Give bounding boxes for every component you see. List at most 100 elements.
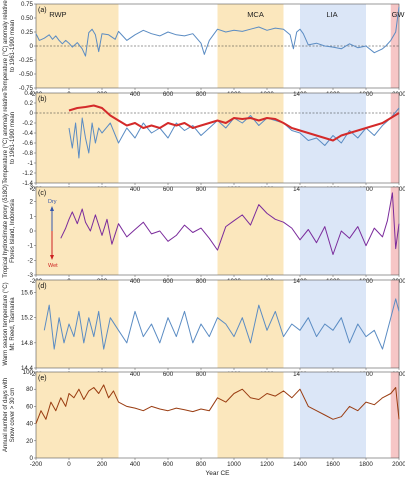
y-tick-label: -1.2 <box>22 170 33 177</box>
era-label-gw: GW <box>392 10 405 19</box>
series-line-brown <box>35 384 400 424</box>
x-tick-label: 400 <box>130 371 141 378</box>
period-band-mca <box>217 280 284 368</box>
x-tick-label: 400 <box>130 186 141 193</box>
x-tick-label: 0 <box>67 461 71 468</box>
dry-arrowhead <box>50 206 54 211</box>
panel-label: (e) <box>38 375 47 382</box>
x-tick-label: 800 <box>196 461 207 468</box>
y-tick-label: -0.75 <box>19 85 34 92</box>
y-axis-label: Annual number of days with Snow cover > 3… <box>3 378 16 452</box>
y-tick-label: 0.75 <box>21 1 34 8</box>
y-tick-label: 60 <box>26 403 33 410</box>
y-tick-label: -0.25 <box>19 57 34 64</box>
x-tick-label: 600 <box>163 461 174 468</box>
y-tick-label: 15.6 <box>21 290 34 297</box>
series-line-purple <box>60 192 400 255</box>
period-band-mca <box>217 187 284 275</box>
x-tick-label: 1800 <box>359 461 373 468</box>
y-tick-label: 100 <box>23 369 34 376</box>
y-tick-label: -0.4 <box>22 130 33 137</box>
dry-label: Dry <box>48 199 57 205</box>
period-band-lia <box>300 187 366 275</box>
y-axis-label-line1: Temperature (°C) anomaly relative <box>3 0 9 92</box>
x-tick-label: 600 <box>163 91 174 98</box>
x-tick-label: 1800 <box>359 186 373 193</box>
x-tick-label: 1000 <box>227 461 241 468</box>
y-tick-label: 1 <box>30 213 34 220</box>
y-tick-label: -2 <box>27 257 33 264</box>
y-tick-label: -1 <box>27 243 33 250</box>
panel-frame <box>35 92 400 184</box>
y-axis-label: Warm season temperature (°C) Mt. Reed, Ta… <box>3 282 16 365</box>
x-tick-label: 600 <box>163 371 174 378</box>
period-band-mca <box>217 372 284 458</box>
x-tick-label: 800 <box>196 186 207 193</box>
x-tick-label: 1600 <box>326 461 340 468</box>
y-axis-label-line1: Warm season temperature (°C) <box>3 282 9 365</box>
y-tick-label: 0.25 <box>21 29 34 36</box>
panel-label: (c) <box>38 190 46 197</box>
period-band-gw <box>390 280 399 368</box>
y-axis-label-line2: to 1961-1990 mean <box>10 112 16 164</box>
x-tick-label: 1800 <box>359 371 373 378</box>
period-band-rwp <box>36 187 119 275</box>
era-label-rwp: RWP <box>49 10 66 19</box>
y-axis-label-line1: Annual number of days with <box>3 378 9 452</box>
x-axis-label: Year CE <box>206 470 231 477</box>
y-tick-label: 0 <box>30 43 34 50</box>
panel-frame <box>35 279 400 369</box>
y-tick-label: -1.4 <box>22 180 33 187</box>
x-tick-label: 600 <box>163 278 174 285</box>
x-tick-label: 1200 <box>260 461 274 468</box>
period-band-rwp <box>36 4 119 88</box>
y-axis-label: Tropical hydroclimate proxy (δ18O) Flores… <box>3 184 16 277</box>
period-band-rwp <box>36 280 119 368</box>
y-tick-label: 0 <box>30 455 34 462</box>
x-tick-label: 1800 <box>359 91 373 98</box>
y-axis-label-line2: Snow cover > 30 cm <box>10 388 16 443</box>
y-tick-label: 0 <box>30 228 34 235</box>
wet-label: Wet <box>48 263 58 269</box>
x-tick-label: 400 <box>130 461 141 468</box>
era-label-lia: LIA <box>326 10 337 19</box>
x-tick-label: 200 <box>97 461 108 468</box>
period-band-lia <box>300 93 366 183</box>
y-axis-label-line2: Flores Island, Indonesia <box>10 198 16 262</box>
x-tick-label: 400 <box>130 91 141 98</box>
y-axis-label-line1: Tropical hydroclimate proxy (δ18O) <box>3 184 9 277</box>
y-tick-label: -0.2 <box>22 120 33 127</box>
y-tick-label: -0.50 <box>19 71 34 78</box>
y-tick-label: 14.4 <box>21 365 34 372</box>
panel-label: (b) <box>38 96 47 103</box>
y-tick-label: -1 <box>27 160 33 167</box>
x-tick-label: 400 <box>130 278 141 285</box>
period-band-lia <box>300 372 366 458</box>
panel-label: (a) <box>38 7 47 14</box>
period-band-mca <box>217 93 284 183</box>
y-axis-label-line1: Temperature (°C) anomaly relative <box>3 92 9 184</box>
series-line-red <box>68 104 400 142</box>
period-band-gw <box>390 372 399 458</box>
y-tick-label: 0.4 <box>24 90 33 97</box>
y-axis-label: Temperature (°C) anomaly relative to 1961… <box>3 0 16 92</box>
x-tick-label: 1400 <box>293 461 307 468</box>
y-tick-label: 14.8 <box>21 340 34 347</box>
y-tick-label: 15.2 <box>21 315 34 322</box>
y-tick-label: -0.8 <box>22 150 33 157</box>
x-tick-label: 800 <box>196 91 207 98</box>
series-line-blue <box>35 6 400 57</box>
period-band-gw <box>390 93 399 183</box>
series-line-blue <box>43 298 400 350</box>
x-tick-label: 2000 <box>392 461 405 468</box>
y-tick-label: -3 <box>27 272 33 279</box>
y-tick-label: 0.2 <box>24 100 33 107</box>
x-tick-label: -200 <box>30 461 43 468</box>
y-tick-label: 2 <box>30 199 34 206</box>
x-tick-label: 1800 <box>359 278 373 285</box>
y-axis-label-line2: Mt. Reed, Tasmania <box>10 297 16 351</box>
y-tick-label: 3 <box>30 184 34 191</box>
y-tick-label: 80 <box>26 386 33 393</box>
wet-arrowhead <box>50 255 54 260</box>
